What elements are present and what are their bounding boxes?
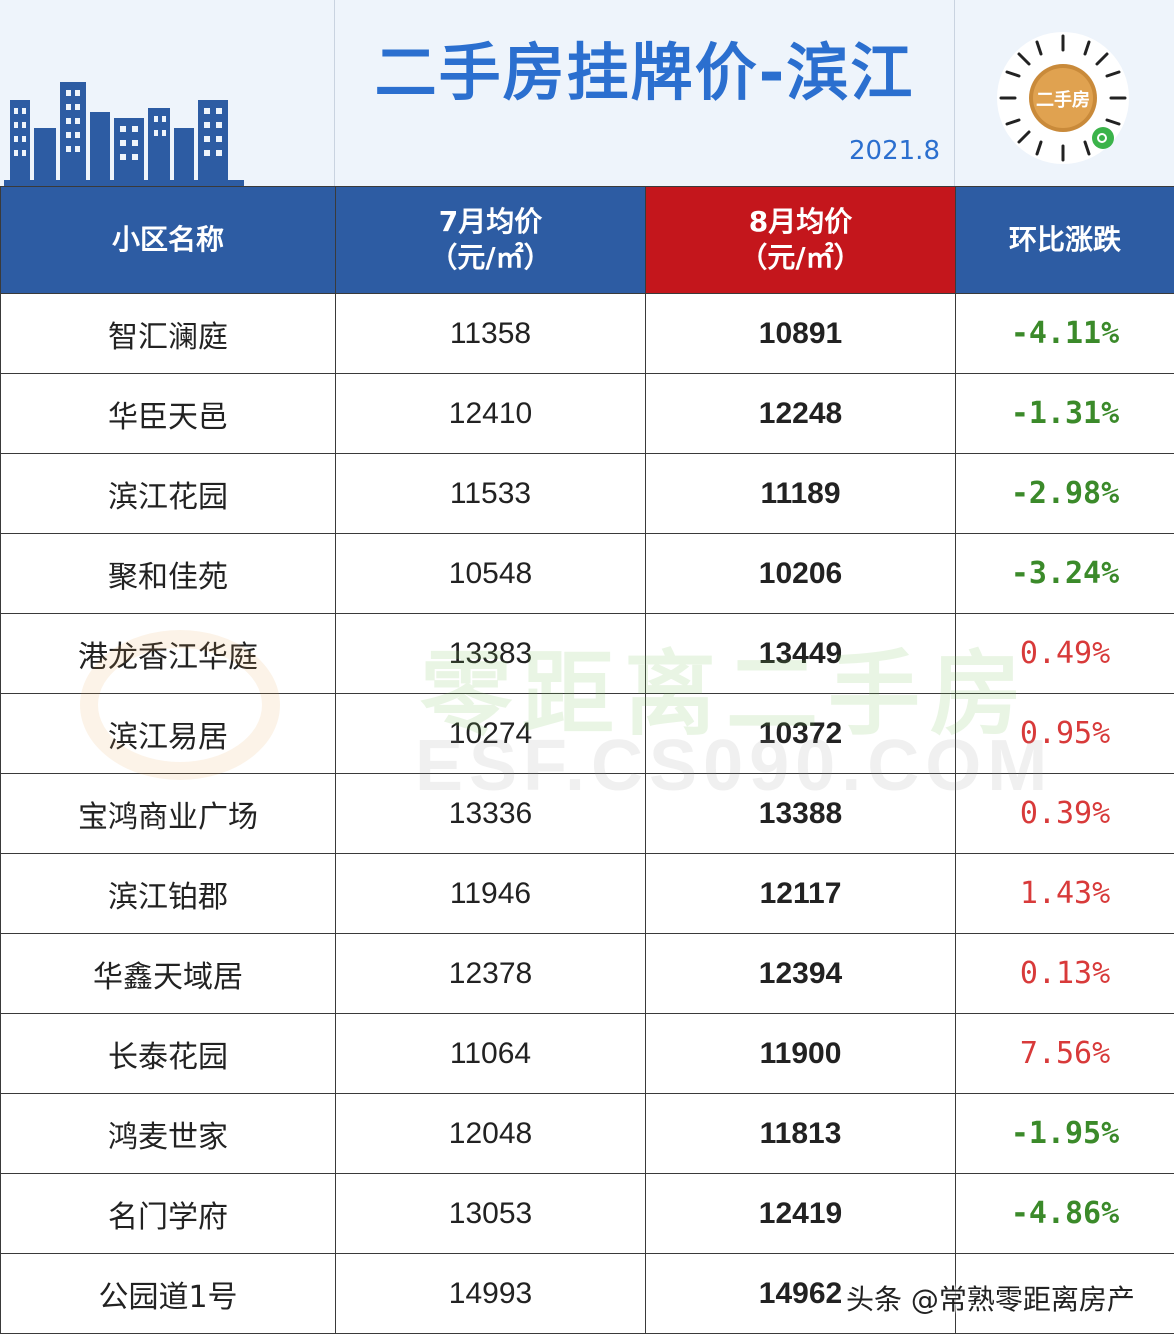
community-name: 长泰花园 — [0, 1013, 336, 1094]
july-price: 13053 — [335, 1173, 646, 1254]
source-credit: 头条 @常熟零距离房产 — [846, 1283, 1135, 1316]
price-table: 小区名称 7月均价 （元/㎡） 8月均价 （元/㎡） 环比涨跌 智汇澜庭 1135… — [0, 186, 1174, 1334]
mom-change — [955, 1253, 1174, 1334]
table-row: 聚和佳苑 10548 10206 -3.24% — [0, 533, 1174, 614]
july-price: 10548 — [335, 533, 646, 614]
july-price: 13383 — [335, 613, 646, 694]
august-price: 11900 — [645, 1013, 956, 1094]
qr-code-cell[interactable]: 二手房 — [955, 0, 1174, 186]
mom-change: 0.49% — [955, 613, 1174, 694]
mom-change: 0.39% — [955, 773, 1174, 854]
city-skyline-icon — [4, 82, 244, 186]
community-name: 华鑫天域居 — [0, 933, 336, 1014]
table-row: 鸿麦世家 12048 11813 -1.95% — [0, 1093, 1174, 1174]
community-name: 鸿麦世家 — [0, 1093, 336, 1174]
august-price: 13449 — [645, 613, 956, 694]
august-price: 12117 — [645, 853, 956, 934]
community-name: 华臣天邑 — [0, 373, 336, 454]
july-price: 11533 — [335, 453, 646, 534]
table-row: 华臣天邑 12410 12248 -1.31% — [0, 373, 1174, 454]
community-name: 滨江易居 — [0, 693, 336, 774]
mom-change: -4.86% — [955, 1173, 1174, 1254]
july-price: 10274 — [335, 693, 646, 774]
mom-change: 7.56% — [955, 1013, 1174, 1094]
table-row: 滨江花园 11533 11189 -2.98% — [0, 453, 1174, 534]
july-price: 11064 — [335, 1013, 646, 1094]
august-price: 13388 — [645, 773, 956, 854]
mom-change: 0.95% — [955, 693, 1174, 774]
title-cell: 二手房挂牌价-滨江 2021.8 — [335, 0, 955, 186]
community-name: 智汇澜庭 — [0, 293, 336, 374]
august-price: 12394 — [645, 933, 956, 1014]
mom-change: -1.31% — [955, 373, 1174, 454]
col-header-community: 小区名称 — [0, 186, 336, 294]
qr-label: 二手房 — [1036, 89, 1090, 111]
community-name: 聚和佳苑 — [0, 533, 336, 614]
community-name: 名门学府 — [0, 1173, 336, 1254]
july-price: 12048 — [335, 1093, 646, 1174]
page-title: 二手房挂牌价-滨江 — [374, 36, 915, 109]
community-name: 滨江铂郡 — [0, 853, 336, 934]
august-price: 12248 — [645, 373, 956, 454]
mom-change: -3.24% — [955, 533, 1174, 614]
table-row: 华鑫天域居 12378 12394 0.13% — [0, 933, 1174, 1014]
table-row: 名门学府 13053 12419 -4.86% — [0, 1173, 1174, 1254]
mini-program-qr-icon[interactable]: 二手房 — [995, 30, 1131, 166]
mom-change: 0.13% — [955, 933, 1174, 1014]
table-row: 公园道1号 14993 14962 — [0, 1253, 1174, 1334]
city-logo-cell — [0, 0, 335, 186]
august-price: 11189 — [645, 453, 956, 534]
community-name: 港龙香江华庭 — [0, 613, 336, 694]
july-price: 12378 — [335, 933, 646, 1014]
header-banner: 二手房挂牌价-滨江 2021.8 二手房 — [0, 0, 1174, 186]
col-header-august-price: 8月均价 （元/㎡） — [645, 186, 956, 294]
mom-change: -2.98% — [955, 453, 1174, 534]
mom-change: -4.11% — [955, 293, 1174, 374]
august-price: 10206 — [645, 533, 956, 614]
table-row: 滨江易居 10274 10372 0.95% — [0, 693, 1174, 774]
august-price: 10891 — [645, 293, 956, 374]
august-price: 14962 — [645, 1253, 956, 1334]
july-price: 11358 — [335, 293, 646, 374]
august-price: 11813 — [645, 1093, 956, 1174]
august-price: 10372 — [645, 693, 956, 774]
mom-change: 1.43% — [955, 853, 1174, 934]
col-header-july-price: 7月均价 （元/㎡） — [335, 186, 646, 294]
table-row: 长泰花园 11064 11900 7.56% — [0, 1013, 1174, 1094]
july-price: 14993 — [335, 1253, 646, 1334]
july-price: 11946 — [335, 853, 646, 934]
community-name: 宝鸿商业广场 — [0, 773, 336, 854]
table-header-row: 小区名称 7月均价 （元/㎡） 8月均价 （元/㎡） 环比涨跌 — [0, 186, 1174, 294]
mom-change: -1.95% — [955, 1093, 1174, 1174]
table-body: 智汇澜庭 11358 10891 -4.11% 华臣天邑 12410 12248 -1.31%… — [0, 293, 1174, 1334]
community-name: 滨江花园 — [0, 453, 336, 534]
august-price: 12419 — [645, 1173, 956, 1254]
col-header-mom-change: 环比涨跌 — [955, 186, 1174, 294]
report-date: 2021.8 — [849, 136, 940, 166]
table-row: 港龙香江华庭 13383 13449 0.49% — [0, 613, 1174, 694]
table-row: 智汇澜庭 11358 10891 -4.11% — [0, 293, 1174, 374]
july-price: 12410 — [335, 373, 646, 454]
table-row: 宝鸿商业广场 13336 13388 0.39% — [0, 773, 1174, 854]
table-row: 滨江铂郡 11946 12117 1.43% — [0, 853, 1174, 934]
july-price: 13336 — [335, 773, 646, 854]
community-name: 公园道1号 — [0, 1253, 336, 1334]
